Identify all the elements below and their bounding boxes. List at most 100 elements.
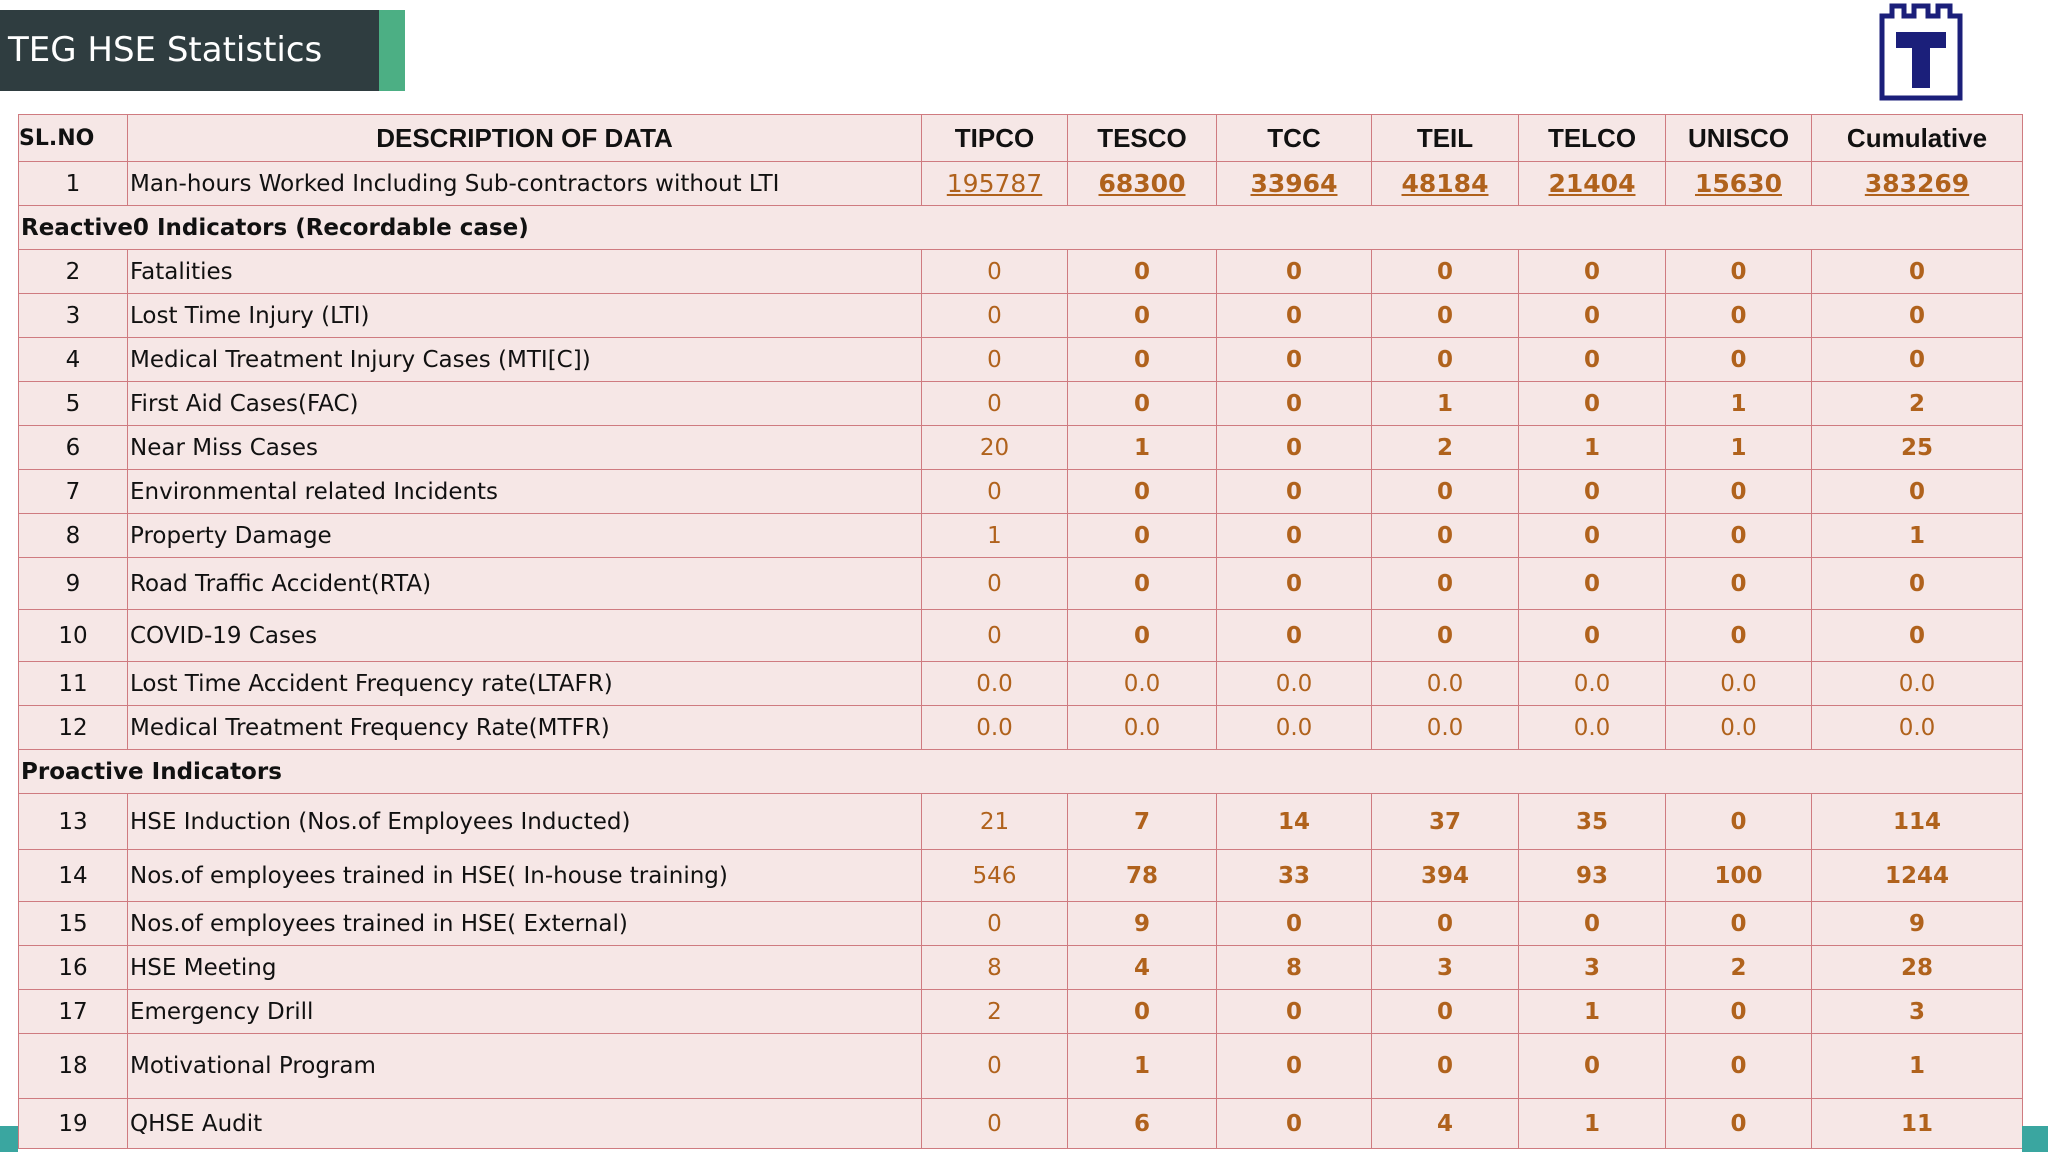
value-cell: 0 bbox=[921, 1098, 1068, 1149]
description: HSE Meeting bbox=[127, 945, 922, 990]
description: Emergency Drill bbox=[127, 989, 922, 1034]
value-cell: 0 bbox=[921, 293, 1068, 338]
value-cell: 0 bbox=[1371, 989, 1519, 1034]
data-row: 14 Nos.of employees trained in HSE( In-ho… bbox=[18, 849, 2023, 902]
value-cell: 6 bbox=[1067, 1098, 1217, 1149]
serial-number: 4 bbox=[18, 337, 128, 382]
description: Near Miss Cases bbox=[127, 425, 922, 470]
value-cell: 1 bbox=[1518, 1098, 1666, 1149]
value-cell: 0 bbox=[1216, 513, 1372, 558]
value-cell: 0 bbox=[1811, 609, 2023, 662]
value-cell: 1 bbox=[1067, 425, 1217, 470]
value-cell: 0 bbox=[1665, 249, 1812, 294]
value-cell: 0.0 bbox=[1811, 705, 2023, 750]
data-row: 6 Near Miss Cases 20 1 0 2 1 1 25 bbox=[18, 425, 2023, 470]
value-cell: 0 bbox=[1216, 381, 1372, 426]
description: HSE Induction (Nos.of Employees Inducted… bbox=[127, 793, 922, 850]
column-header: TEIL bbox=[1371, 114, 1519, 162]
data-row: 13 HSE Induction (Nos.of Employees Induct… bbox=[18, 793, 2023, 850]
title-accent bbox=[379, 10, 405, 91]
value-cell: 15630 bbox=[1665, 161, 1812, 206]
value-cell: 21404 bbox=[1518, 161, 1666, 206]
description: Property Damage bbox=[127, 513, 922, 558]
value-cell: 37 bbox=[1371, 793, 1519, 850]
value-cell: 0 bbox=[1216, 249, 1372, 294]
data-row: 9 Road Traffic Accident(RTA) 0 0 0 0 0 0 0 bbox=[18, 557, 2023, 610]
value-cell: 0.0 bbox=[1665, 661, 1812, 706]
value-cell: 1 bbox=[1811, 1033, 2023, 1099]
value-cell: 0 bbox=[1371, 469, 1519, 514]
value-cell: 0 bbox=[1067, 513, 1217, 558]
value-cell: 0 bbox=[1216, 609, 1372, 662]
description: Nos.of employees trained in HSE( Externa… bbox=[127, 901, 922, 946]
value-cell: 1 bbox=[1371, 381, 1519, 426]
value-cell: 0 bbox=[1067, 989, 1217, 1034]
value-cell: 0 bbox=[1811, 293, 2023, 338]
section-label: Proactive Indicators bbox=[18, 749, 2023, 794]
value-cell: 0 bbox=[1665, 513, 1812, 558]
section-row: Proactive Indicators bbox=[18, 749, 2023, 794]
serial-number: 14 bbox=[18, 849, 128, 902]
value-cell: 0 bbox=[1665, 469, 1812, 514]
value-cell: 8 bbox=[1216, 945, 1372, 990]
column-header: UNISCO bbox=[1665, 114, 1812, 162]
value-cell: 1 bbox=[1665, 425, 1812, 470]
value-cell: 28 bbox=[1811, 945, 2023, 990]
value-cell: 0.0 bbox=[1216, 661, 1372, 706]
title-banner bbox=[0, 10, 379, 91]
value-cell: 0 bbox=[1371, 293, 1519, 338]
description: Man-hours Worked Including Sub-contracto… bbox=[127, 161, 922, 206]
value-cell: 0 bbox=[1811, 557, 2023, 610]
column-header: TIPCO bbox=[921, 114, 1068, 162]
value-cell: 0 bbox=[1518, 381, 1666, 426]
value-cell: 0 bbox=[921, 249, 1068, 294]
serial-number: 17 bbox=[18, 989, 128, 1034]
value-cell: 0 bbox=[1371, 1033, 1519, 1099]
value-cell: 0 bbox=[1067, 557, 1217, 610]
value-cell: 2 bbox=[1811, 381, 2023, 426]
data-row: 18 Motivational Program 0 1 0 0 0 0 1 bbox=[18, 1033, 2023, 1099]
value-cell: 20 bbox=[921, 425, 1068, 470]
value-cell: 0 bbox=[1371, 557, 1519, 610]
column-header: SL.NO bbox=[18, 114, 128, 162]
value-cell: 2 bbox=[1665, 945, 1812, 990]
value-cell: 11 bbox=[1811, 1098, 2023, 1149]
value-cell: 9 bbox=[1067, 901, 1217, 946]
value-cell: 0 bbox=[1067, 609, 1217, 662]
value-cell: 0 bbox=[1518, 901, 1666, 946]
description: Lost Time Accident Frequency rate(LTAFR) bbox=[127, 661, 922, 706]
value-cell: 0 bbox=[1371, 609, 1519, 662]
value-cell: 0 bbox=[1067, 381, 1217, 426]
value-cell: 0 bbox=[1518, 557, 1666, 610]
value-cell: 114 bbox=[1811, 793, 2023, 850]
value-cell: 0.0 bbox=[921, 705, 1068, 750]
value-cell: 1 bbox=[921, 513, 1068, 558]
column-header: DESCRIPTION OF DATA bbox=[127, 114, 922, 162]
value-cell: 0 bbox=[1216, 989, 1372, 1034]
column-header: TELCO bbox=[1518, 114, 1666, 162]
value-cell: 0.0 bbox=[1811, 661, 2023, 706]
value-cell: 1244 bbox=[1811, 849, 2023, 902]
value-cell: 3 bbox=[1518, 945, 1666, 990]
value-cell: 33 bbox=[1216, 849, 1372, 902]
value-cell: 0 bbox=[1518, 249, 1666, 294]
data-row: 7 Environmental related Incidents 0 0 0 0 0 0 0 bbox=[18, 469, 2023, 514]
value-cell: 9 bbox=[1811, 901, 2023, 946]
value-cell: 33964 bbox=[1216, 161, 1372, 206]
value-cell: 0 bbox=[1216, 1098, 1372, 1149]
value-cell: 8 bbox=[921, 945, 1068, 990]
value-cell: 0 bbox=[1811, 469, 2023, 514]
page-title: TEG HSE Statistics bbox=[8, 30, 323, 70]
column-header: Cumulative bbox=[1811, 114, 2023, 162]
data-row: 17 Emergency Drill 2 0 0 0 1 0 3 bbox=[18, 989, 2023, 1034]
serial-number: 18 bbox=[18, 1033, 128, 1099]
value-cell: 0 bbox=[1665, 1098, 1812, 1149]
header-row: SL.NO DESCRIPTION OF DATA TIPCO TESCO TCC TEI… bbox=[18, 114, 2023, 162]
data-row: 4 Medical Treatment Injury Cases (MTI[C])… bbox=[18, 337, 2023, 382]
serial-number: 13 bbox=[18, 793, 128, 850]
statistics-table: SL.NO DESCRIPTION OF DATA TIPCO TESCO TCC TEI… bbox=[18, 114, 2023, 1149]
value-cell: 0 bbox=[1665, 557, 1812, 610]
serial-number: 8 bbox=[18, 513, 128, 558]
serial-number: 10 bbox=[18, 609, 128, 662]
